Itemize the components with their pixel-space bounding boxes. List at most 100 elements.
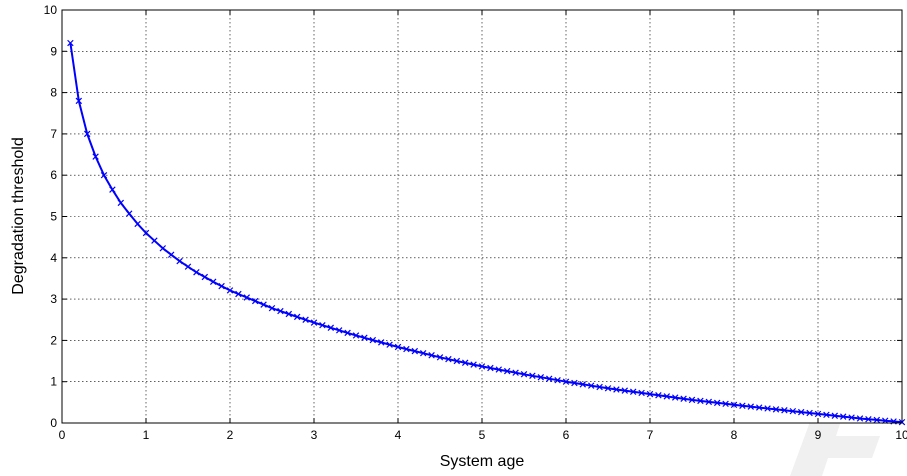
marker-stroke (142, 229, 150, 237)
x-tick-label: 6 (563, 428, 570, 442)
data-point-marker (764, 405, 771, 412)
marker-stroke (453, 357, 461, 365)
data-point-marker (772, 406, 780, 413)
marker-stroke (646, 390, 654, 398)
y-tick-label: 0 (50, 416, 57, 430)
marker-stroke (529, 372, 536, 379)
marker-stroke (419, 349, 427, 357)
marker-stroke (814, 410, 822, 418)
data-point-marker (739, 402, 746, 409)
data-point-marker (613, 386, 620, 393)
data-point-marker (873, 416, 881, 424)
data-point-marker (781, 407, 788, 414)
marker-stroke (268, 304, 276, 312)
marker-stroke (856, 415, 864, 422)
marker-stroke (495, 366, 503, 373)
data-point-marker (789, 407, 797, 415)
marker-stroke (680, 395, 687, 402)
data-point-marker (310, 319, 318, 326)
data-point-marker (453, 357, 461, 365)
data-point-marker (797, 408, 805, 416)
marker-stroke (848, 414, 855, 421)
x-tick-label: 0 (59, 428, 66, 442)
x-tick-label: 8 (731, 428, 738, 442)
data-point-marker (226, 287, 234, 294)
marker-stroke (772, 406, 780, 413)
data-point-marker (865, 415, 872, 423)
marker-stroke (487, 364, 494, 372)
marker-stroke (243, 294, 251, 301)
x-tick-label: 3 (311, 428, 318, 442)
y-tick-label: 5 (50, 210, 57, 224)
marker-stroke (621, 387, 629, 394)
marker-stroke (209, 278, 217, 285)
x-tick-label: 1 (143, 428, 150, 442)
data-point-marker (478, 363, 486, 370)
data-point-marker (545, 375, 553, 382)
marker-stroke (789, 407, 797, 415)
data-point-marker (604, 385, 612, 392)
marker-stroke (604, 385, 612, 392)
data-point-marker (655, 392, 662, 399)
marker-stroke (730, 401, 738, 409)
data-point-marker (562, 378, 570, 385)
marker-stroke (394, 343, 402, 351)
marker-stroke (184, 263, 192, 270)
marker-stroke (83, 130, 91, 138)
data-point-marker (621, 387, 629, 394)
data-point-marker (755, 404, 763, 411)
marker-stroke (302, 316, 309, 323)
marker-stroke (554, 376, 561, 384)
data-point-marker (285, 310, 293, 318)
marker-stroke (75, 97, 83, 105)
marker-stroke (671, 394, 679, 401)
marker-stroke (587, 382, 595, 389)
marker-stroke (638, 389, 645, 397)
data-point-marker (579, 381, 587, 388)
data-point-marker (277, 307, 284, 315)
marker-stroke (436, 354, 444, 361)
marker-stroke (831, 412, 839, 419)
data-point-marker (646, 390, 654, 398)
data-point-marker (831, 412, 839, 419)
marker-stroke (713, 399, 721, 407)
marker-stroke (806, 409, 813, 417)
marker-stroke (865, 415, 872, 423)
marker-stroke (125, 210, 133, 217)
marker-stroke (293, 313, 301, 321)
data-point-marker (537, 374, 545, 381)
marker-stroke (764, 405, 771, 412)
data-point-marker (688, 396, 696, 404)
data-point-marker (335, 327, 343, 334)
plot-frame (61, 9, 903, 424)
marker-stroke (823, 411, 830, 419)
data-point-marker (361, 334, 368, 341)
data-point-marker (151, 237, 158, 244)
marker-stroke (285, 310, 293, 318)
marker-stroke (218, 282, 225, 290)
marker-stroke (705, 398, 713, 406)
marker-stroke (688, 396, 696, 404)
marker-stroke (797, 408, 805, 416)
data-point-marker (344, 329, 351, 337)
y-tick-label: 8 (50, 86, 57, 100)
y-tick-label: 2 (50, 333, 57, 347)
data-point-marker (369, 336, 377, 344)
marker-stroke (100, 171, 108, 179)
x-tick-label: 10 (895, 428, 907, 442)
y-axis-label: Degradation threshold (10, 137, 27, 294)
data-point-marker (260, 301, 267, 308)
x-tick-label: 2 (227, 428, 234, 442)
data-point-marker (67, 39, 74, 47)
marker-stroke (335, 327, 343, 334)
marker-stroke (571, 379, 578, 387)
marker-stroke (655, 392, 662, 399)
data-point-marker (100, 171, 108, 179)
y-tick-labels: 0 1 2 3 4 5 6 7 8 9 10 (44, 3, 58, 430)
data-point-marker (856, 415, 864, 422)
marker-stroke (722, 400, 729, 408)
data-point-marker (134, 220, 141, 228)
data-point-marker (520, 371, 528, 378)
data-point-marker (806, 409, 813, 417)
data-point-marker (201, 273, 209, 281)
